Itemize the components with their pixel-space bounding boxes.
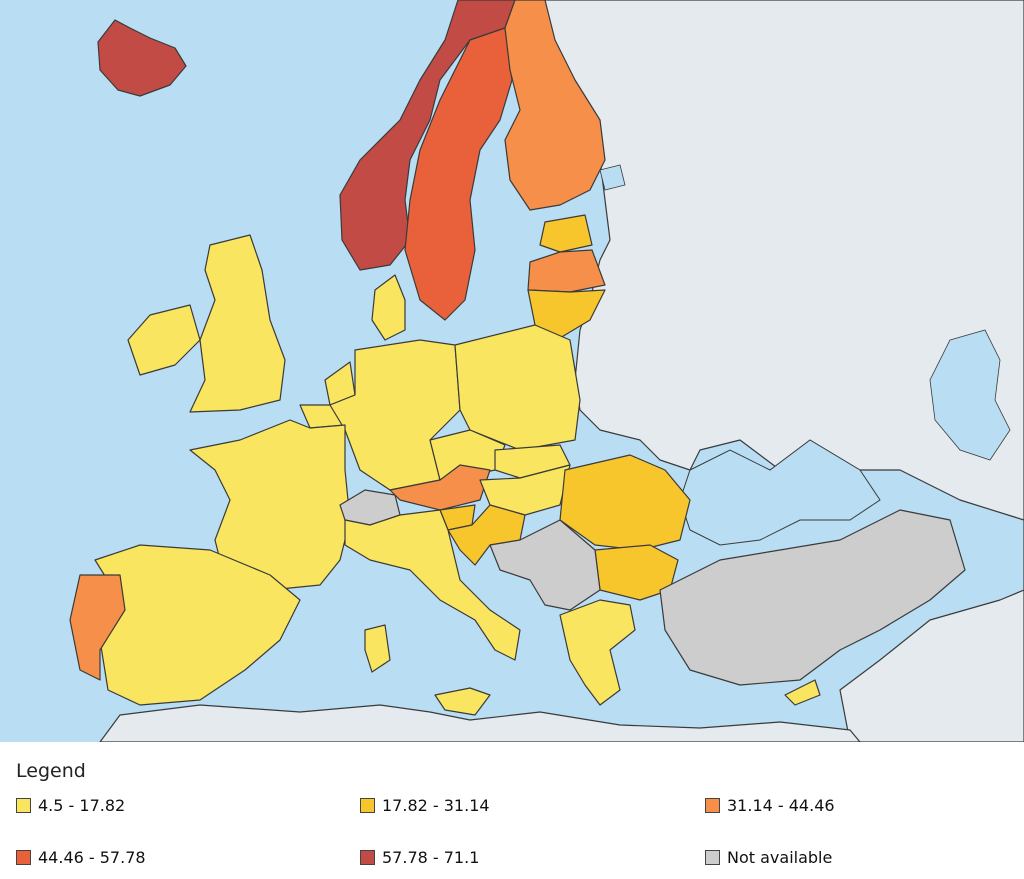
- region-western-balkans[interactable]: [489, 519, 601, 611]
- legend: Legend 4.5 - 17.82 17.82 - 31.14 31.14 -…: [0, 742, 1024, 879]
- country-greece[interactable]: [559, 599, 636, 706]
- eastern-land-non-eu[interactable]: [539, 0, 1024, 742]
- country-denmark[interactable]: [371, 274, 406, 341]
- country-italy[interactable]: [344, 509, 521, 661]
- legend-swatch-1: [16, 798, 31, 813]
- country-united-kingdom[interactable]: [189, 234, 286, 413]
- country-ireland[interactable]: [127, 304, 201, 376]
- legend-label-1: 4.5 - 17.82: [38, 796, 126, 815]
- caspian-sea: [929, 329, 1011, 461]
- europe-choropleth-map[interactable]: [0, 0, 1024, 742]
- legend-item-4: 44.46 - 57.78: [16, 848, 146, 867]
- country-estonia[interactable]: [539, 214, 593, 253]
- island-sardinia[interactable]: [364, 624, 391, 673]
- legend-swatch-6: [705, 850, 720, 865]
- map-area[interactable]: [0, 0, 1024, 742]
- country-poland[interactable]: [454, 324, 581, 451]
- legend-swatch-4: [16, 850, 31, 865]
- legend-swatch-5: [360, 850, 375, 865]
- country-portugal[interactable]: [69, 574, 126, 681]
- country-turkey[interactable]: [659, 509, 966, 686]
- legend-title: Legend: [16, 760, 86, 782]
- legend-item-1: 4.5 - 17.82: [16, 796, 125, 815]
- legend-item-3: 31.14 - 44.46: [705, 796, 835, 815]
- lake-ladoga: [599, 164, 626, 191]
- country-iceland[interactable]: [97, 19, 187, 97]
- legend-item-2: 17.82 - 31.14: [360, 796, 490, 815]
- north-africa-land[interactable]: [99, 704, 861, 742]
- legend-swatch-3: [705, 798, 720, 813]
- island-sicily[interactable]: [434, 687, 491, 716]
- black-sea: [679, 439, 881, 546]
- legend-label-4: 44.46 - 57.78: [38, 848, 146, 867]
- legend-item-5: 57.78 - 71.1: [360, 848, 479, 867]
- country-sweden[interactable]: [404, 27, 513, 321]
- legend-swatch-2: [360, 798, 375, 813]
- legend-label-2: 17.82 - 31.14: [382, 796, 490, 815]
- legend-label-3: 31.14 - 44.46: [727, 796, 835, 815]
- country-cyprus[interactable]: [784, 679, 821, 706]
- country-france[interactable]: [189, 419, 351, 591]
- country-finland[interactable]: [504, 0, 606, 211]
- legend-label-6: Not available: [727, 848, 833, 867]
- country-romania[interactable]: [559, 454, 691, 551]
- legend-label-5: 57.78 - 71.1: [382, 848, 480, 867]
- legend-item-6: Not available: [705, 848, 832, 867]
